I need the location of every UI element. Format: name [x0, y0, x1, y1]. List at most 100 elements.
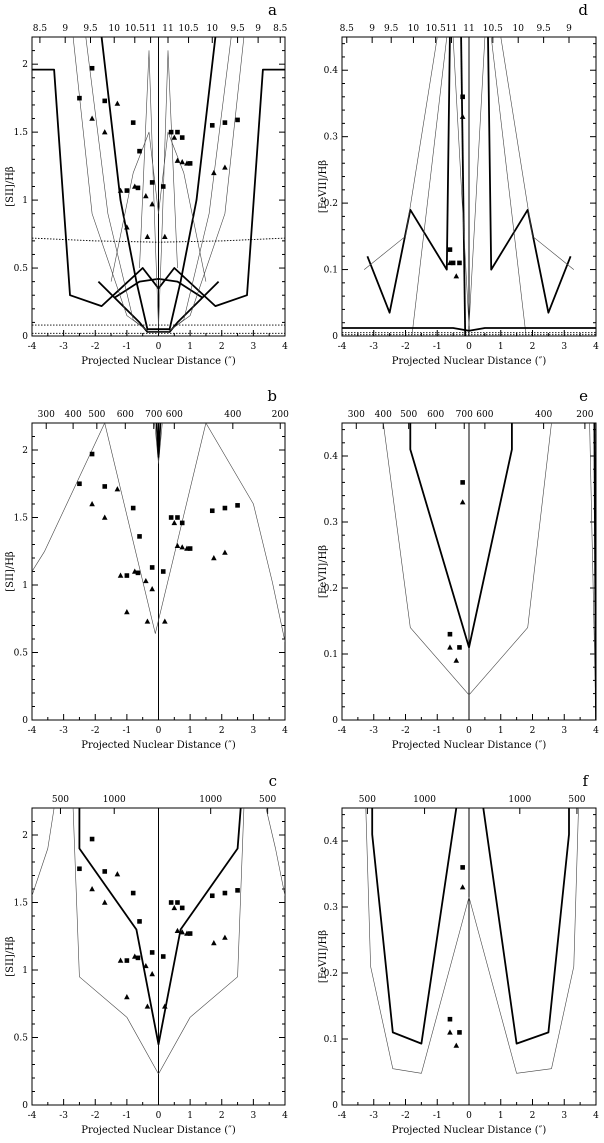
- top-tick-label: 10.5: [125, 24, 145, 34]
- series-line: [342, 327, 596, 332]
- triangle-point: [114, 486, 121, 492]
- square-point: [460, 480, 465, 485]
- series-line: [265, 808, 285, 896]
- x-tick-label: -3: [369, 726, 378, 736]
- x-tick-label: 3: [251, 726, 257, 736]
- triangle-point: [184, 160, 190, 166]
- square-point: [124, 573, 130, 578]
- panel-letter: c: [269, 772, 277, 790]
- top-tick-label: 8.5: [340, 24, 355, 34]
- x-tick-label: -4: [338, 726, 347, 736]
- triangle-point: [184, 545, 190, 551]
- top-tick-label: 200: [576, 410, 593, 420]
- y-tick-label: 0: [22, 332, 28, 342]
- x-tick-label: 4: [282, 1111, 288, 1121]
- top-tick-label: 300: [38, 410, 55, 420]
- square-point: [124, 958, 130, 963]
- x-tick-label: -1: [433, 342, 442, 352]
- series-line: [365, 808, 579, 1074]
- y-tick-label: 0.3: [324, 903, 339, 913]
- top-tick-label: 10.5: [179, 24, 199, 34]
- top-tick-label: 500: [400, 410, 417, 420]
- top-tick-label: 600: [476, 410, 493, 420]
- y-tick-label: 2: [22, 446, 28, 456]
- series-line: [85, 37, 232, 333]
- top-tick-label: 10: [512, 24, 524, 34]
- square-point: [222, 505, 228, 511]
- triangle-point: [162, 618, 168, 624]
- triangle-point: [131, 568, 138, 574]
- square-point: [460, 865, 465, 870]
- y-tick-label: 1: [22, 196, 28, 206]
- triangle-point: [459, 884, 466, 890]
- square-point: [175, 515, 180, 520]
- square-point: [457, 1030, 462, 1035]
- triangle-point: [114, 871, 121, 877]
- top-tick-label: 9: [369, 24, 375, 34]
- square-point: [130, 890, 136, 896]
- x-tick-label: 1: [498, 1111, 504, 1121]
- x-tick-label: -4: [338, 1111, 347, 1121]
- x-axis-label: Projected Nuclear Distance (″): [81, 1125, 236, 1136]
- triangle-point: [117, 572, 124, 578]
- x-tick-label: -3: [59, 342, 68, 352]
- x-tick-label: 3: [561, 726, 567, 736]
- triangle-point: [447, 644, 453, 650]
- triangle-point: [171, 134, 178, 140]
- x-tick-label: 0: [156, 1111, 162, 1121]
- top-tick-label: 10: [108, 24, 120, 34]
- triangle-point: [117, 187, 124, 193]
- y-tick-label: 0: [332, 716, 338, 726]
- x-tick-label: -1: [433, 726, 442, 736]
- triangle-point: [144, 618, 151, 624]
- series-line: [104, 423, 285, 642]
- x-tick-label: -3: [59, 726, 68, 736]
- square-point: [457, 260, 462, 266]
- panel-letter: d: [578, 1, 588, 19]
- square-point: [187, 931, 193, 936]
- top-tick-label: 11: [162, 24, 173, 34]
- series-line: [383, 423, 552, 696]
- x-tick-label: -1: [122, 342, 131, 352]
- square-point: [187, 546, 193, 551]
- series-line: [139, 50, 178, 329]
- top-tick-label: 9.5: [536, 24, 551, 34]
- triangle-point: [453, 1042, 460, 1048]
- square-point: [235, 888, 240, 893]
- y-axis-label: [SII]/Hβ: [5, 936, 16, 977]
- x-tick-label: -1: [122, 1111, 131, 1121]
- square-point: [235, 117, 240, 123]
- y-axis-label: [SII]/Hβ: [5, 551, 16, 592]
- y-tick-label: 1.5: [14, 128, 29, 138]
- square-point: [137, 148, 142, 154]
- top-tick-label: 11: [463, 24, 474, 34]
- panel-c: -4 -3 -2 -1 0 1 2 3 4 0 0.5 1 1.5 2 500 1000 1000 500 c Pro…: [5, 772, 288, 1136]
- top-tick-label: 9: [255, 24, 261, 34]
- panel-f: -4 -3 -2 -1 0 1 2 3 4 0 0.1 0.2 0.3 0.4 500 1000 1000 500…: [318, 772, 599, 1136]
- square-point: [179, 905, 185, 911]
- triangle-point: [149, 586, 155, 592]
- triangle-point: [447, 259, 453, 266]
- y-tick-label: 0.2: [324, 584, 338, 594]
- top-tick-label: 500: [568, 795, 585, 805]
- square-point: [135, 185, 141, 191]
- square-point: [77, 481, 82, 487]
- triangle-point: [144, 233, 151, 239]
- panel-letter: a: [268, 1, 277, 19]
- y-tick-label: 0.2: [324, 969, 338, 979]
- x-tick-label: -2: [91, 1111, 100, 1121]
- x-tick-label: 4: [282, 726, 288, 736]
- top-tick-label: 11: [145, 24, 156, 34]
- triangle-point: [179, 159, 186, 165]
- square-point: [135, 570, 141, 576]
- panel-d: -4 -3 -2 -1 0 1 2 3 400.10.20.30.48.5 9 9.5 10 10.5 1…: [318, 1, 599, 367]
- panel-letter: f: [582, 772, 589, 790]
- triangle-point: [174, 927, 181, 934]
- top-tick-label: 500: [52, 795, 69, 805]
- x-tick-label: -3: [59, 1111, 68, 1121]
- x-tick-label: -4: [28, 342, 37, 352]
- triangle-point: [114, 100, 121, 106]
- x-tick-label: -2: [91, 342, 100, 352]
- top-tick-label: 8.5: [33, 24, 48, 34]
